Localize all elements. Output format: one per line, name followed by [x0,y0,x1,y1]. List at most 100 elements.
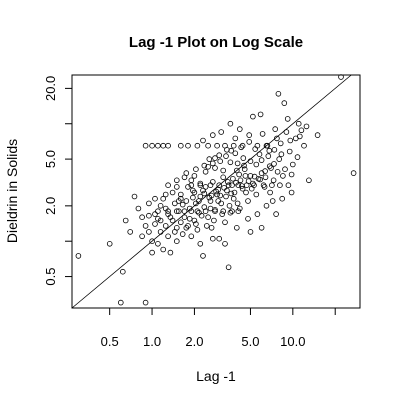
data-point [176,208,182,215]
data-point [139,233,145,240]
data-point [279,195,286,202]
data-point [232,150,239,157]
data-point [263,203,270,209]
x-tick-label: 10.0 [280,334,305,349]
data-point [269,182,275,189]
data-point [257,176,263,183]
data-point [157,217,164,224]
data-point [278,151,285,158]
data-point [120,268,126,275]
data-point [283,129,290,135]
data-point [160,246,167,253]
data-point [183,198,190,204]
data-point [306,177,312,184]
data-point [245,216,251,222]
data-point [178,219,184,226]
data-point [350,170,357,176]
data-point [205,142,211,149]
data-point [188,208,195,215]
data-point [234,167,240,174]
data-point [216,235,223,242]
data-point [191,189,198,196]
data-point [208,192,215,199]
data-point [217,192,224,199]
data-point [234,225,240,231]
data-point [301,142,307,149]
data-point [146,229,152,235]
data-point [247,229,254,235]
data-point [217,158,224,165]
plot-frame [71,74,361,309]
data-point [183,170,190,176]
data-point [174,177,180,184]
data-point [296,133,303,140]
data-point [230,195,237,202]
data-point [206,156,213,162]
data-point [247,158,254,165]
data-point [276,156,283,162]
data-point [274,169,281,175]
data-point [135,205,142,212]
data-point [142,299,149,306]
data-point [186,205,193,212]
data-point [212,208,218,215]
data-point [165,182,171,189]
data-point [200,187,206,194]
data-point [242,173,249,179]
data-point [243,189,249,196]
data-point [122,217,129,224]
data-point [210,160,216,167]
data-point [197,180,204,187]
data-point [230,176,236,182]
y-tick-label: 20.0 [43,76,58,101]
data-point [265,153,272,159]
data-point [179,231,186,237]
data-point [191,217,198,224]
data-point [197,182,204,189]
data-point [162,223,169,229]
data-point [223,153,229,159]
chart-title: Lag -1 Plot on Log Scale [129,34,303,51]
data-point [234,160,241,167]
data-point [165,233,171,240]
data-point [207,198,214,204]
data-point [222,142,228,149]
x-tick-label: 0.5 [101,334,119,349]
data-point [181,208,188,215]
data-point [160,142,167,149]
data-point [232,135,239,142]
data-point [212,165,218,171]
data-point [219,211,226,217]
data-point [233,179,239,186]
data-point [196,198,202,204]
data-point [272,126,279,132]
data-point [222,241,228,247]
data-point [266,163,273,170]
data-point [127,229,133,235]
data-point [239,142,246,149]
data-point [174,184,180,190]
data-point [186,216,193,222]
data-point [198,212,205,219]
data-point [275,91,282,97]
y-axis-label: Dieldrin in Solids [4,139,20,243]
data-point [185,223,191,229]
data-point [210,179,216,185]
data-point [245,178,252,184]
data-point [246,139,253,145]
data-point [211,217,217,224]
data-point [225,182,232,189]
data-point [239,185,246,192]
data-point [204,223,210,229]
data-point [229,182,235,189]
data-point [277,182,283,189]
data-point [216,152,223,159]
data-point [226,203,233,209]
data-point [229,208,235,215]
data-point [165,142,171,149]
data-point [202,184,209,190]
data-point [246,132,253,138]
data-point [183,225,190,231]
data-point [237,126,243,132]
